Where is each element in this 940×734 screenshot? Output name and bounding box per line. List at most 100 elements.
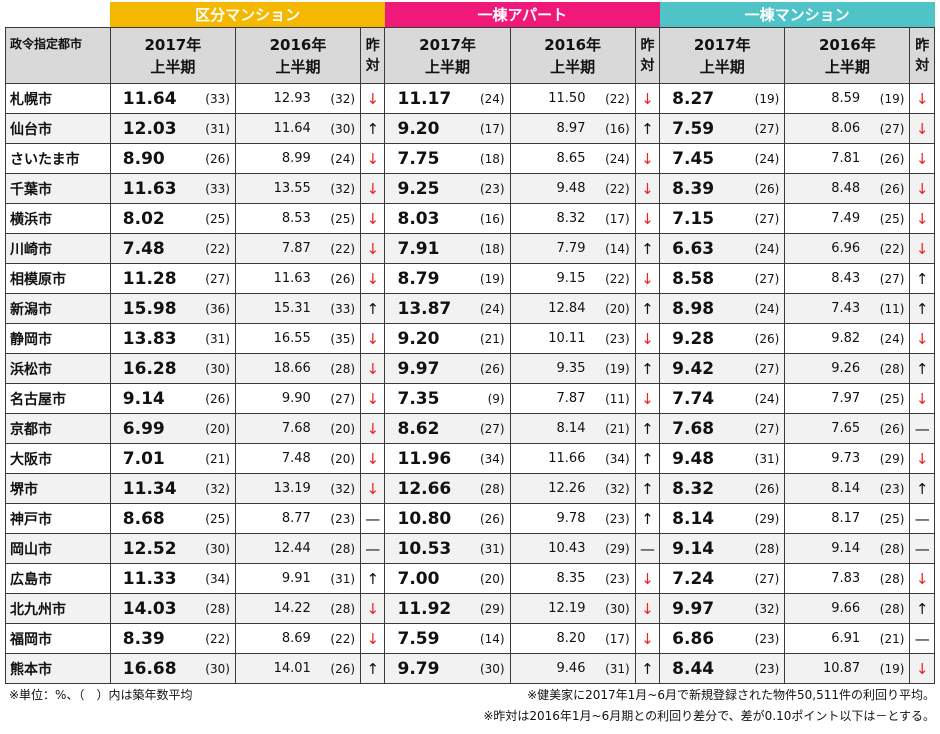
yoy-indicator: ↓ bbox=[634, 563, 661, 594]
city-name: 千葉市 bbox=[5, 173, 111, 204]
yoy-indicator: ↓ bbox=[909, 383, 935, 414]
yoy-indicator: ↓ bbox=[634, 623, 661, 654]
yield-2016: 9.35 bbox=[509, 353, 590, 384]
yield-2016: 7.81 bbox=[784, 143, 865, 174]
yield-2017: 9.42 bbox=[659, 353, 736, 384]
yield-2016: 9.73 bbox=[784, 443, 865, 474]
yoy-indicator: — bbox=[634, 533, 661, 564]
yield-2016: 12.84 bbox=[509, 293, 590, 324]
city-name: 神戸市 bbox=[5, 503, 111, 534]
yield-2017: 8.44 bbox=[659, 653, 736, 684]
yield-2016: 7.97 bbox=[784, 383, 865, 414]
city-name: 堺市 bbox=[5, 473, 111, 504]
age-2017: (23) bbox=[735, 653, 786, 684]
yoy-indicator: ↑ bbox=[634, 473, 661, 504]
yield-2017: 7.15 bbox=[659, 203, 736, 234]
yield-2017: 9.48 bbox=[659, 443, 736, 474]
table-row: 浜松市 16.28 (30) 18.66 (28) ↓ 9.97 (26) 9.35 (19) ↑ 9… bbox=[5, 353, 935, 384]
age-2017: (26) bbox=[461, 503, 511, 534]
yoy-indicator: ↓ bbox=[634, 263, 661, 294]
table-row: 横浜市 8.02 (25) 8.53 (25) ↓ 8.03 (16) 8.32 (17) ↓ 7.1… bbox=[5, 203, 935, 234]
header-half: 上半期 bbox=[699, 57, 745, 76]
header-yoy-bottom: 対 bbox=[915, 57, 930, 74]
age-2017: (20) bbox=[186, 413, 236, 444]
footnotes: ※単位：%、（ ）内は築年数平均 ※健美家に2017年1月~6月で新規登録された… bbox=[5, 686, 935, 728]
yield-2016: 8.77 bbox=[234, 503, 315, 534]
yoy-indicator: ↑ bbox=[634, 443, 661, 474]
age-2016: (33) bbox=[314, 293, 362, 324]
age-2016: (22) bbox=[864, 233, 911, 264]
header-year: 2016年 bbox=[544, 35, 602, 54]
note-yoy: ※昨対は2016年1月~6月期との利回り差分で、差が0.10ポイント以下は－とす… bbox=[483, 709, 935, 723]
age-2017: (18) bbox=[461, 143, 511, 174]
city-name: 浜松市 bbox=[5, 353, 111, 384]
age-2017: (26) bbox=[461, 353, 511, 384]
table-row: 北九州市 14.03 (28) 14.22 (28) ↓ 11.92 (29) 12.19 (30… bbox=[5, 593, 935, 624]
yield-2016: 7.65 bbox=[784, 413, 865, 444]
header-half: 上半期 bbox=[150, 57, 196, 76]
age-2016: (31) bbox=[314, 563, 362, 594]
yoy-indicator: ↓ bbox=[360, 233, 386, 264]
yoy-indicator: ↓ bbox=[360, 173, 386, 204]
group-ittou-mansion: 一棟マンション bbox=[659, 2, 935, 28]
yield-2016: 8.99 bbox=[234, 143, 315, 174]
header-year: 2016年 bbox=[269, 35, 327, 54]
city-name: 川崎市 bbox=[5, 233, 111, 264]
age-2016: (17) bbox=[589, 203, 636, 234]
yield-2016: 14.22 bbox=[234, 593, 315, 624]
header-2017-mansion: 2017年上半期 bbox=[659, 27, 786, 84]
yoy-indicator: ↑ bbox=[634, 413, 661, 444]
yoy-indicator: ↑ bbox=[634, 653, 661, 684]
header-yoy-bottom: 対 bbox=[640, 57, 655, 74]
age-2017: (21) bbox=[186, 443, 236, 474]
yield-2017: 16.68 bbox=[109, 653, 187, 684]
group-ittou-apart: 一棟アパート bbox=[384, 2, 660, 28]
yoy-indicator: ↓ bbox=[634, 593, 661, 624]
header-half: 上半期 bbox=[275, 57, 321, 76]
age-2016: (28) bbox=[864, 353, 911, 384]
age-2016: (23) bbox=[589, 563, 636, 594]
age-2017: (24) bbox=[461, 83, 511, 114]
header-year: 2017年 bbox=[419, 35, 476, 54]
yoy-indicator: ↓ bbox=[360, 323, 386, 354]
yield-2017: 9.14 bbox=[659, 533, 736, 564]
age-2017: (30) bbox=[186, 653, 236, 684]
yield-2016: 7.87 bbox=[509, 383, 590, 414]
age-2016: (24) bbox=[589, 143, 636, 174]
yoy-indicator: ↓ bbox=[909, 143, 935, 174]
yield-2016: 8.48 bbox=[784, 173, 865, 204]
age-2017: (28) bbox=[186, 593, 236, 624]
age-2017: (14) bbox=[461, 623, 511, 654]
yield-2016: 8.35 bbox=[509, 563, 590, 594]
header-year: 2016年 bbox=[818, 35, 876, 54]
yield-2017: 6.63 bbox=[659, 233, 736, 264]
yield-2016: 11.64 bbox=[234, 113, 315, 144]
age-2017: (26) bbox=[735, 473, 786, 504]
yoy-indicator: ↑ bbox=[360, 653, 386, 684]
age-2016: (23) bbox=[314, 503, 362, 534]
table-row: 名古屋市 9.14 (26) 9.90 (27) ↓ 7.35 (9) 7.87 (11) ↓ 7.7… bbox=[5, 383, 935, 414]
yield-2016: 15.31 bbox=[234, 293, 315, 324]
age-2017: (27) bbox=[735, 563, 786, 594]
yield-2016: 11.50 bbox=[509, 83, 590, 114]
yield-2017: 8.98 bbox=[659, 293, 736, 324]
age-2017: (23) bbox=[461, 173, 511, 204]
age-2016: (17) bbox=[589, 623, 636, 654]
yield-2017: 8.90 bbox=[109, 143, 187, 174]
table-row: 川崎市 7.48 (22) 7.87 (22) ↓ 7.91 (18) 7.79 (14) ↑ 6.6… bbox=[5, 233, 935, 264]
yoy-indicator: ↑ bbox=[360, 113, 386, 144]
age-2016: (19) bbox=[589, 353, 636, 384]
yoy-indicator: ↓ bbox=[909, 173, 935, 204]
note-unit: ※単位：%、（ ）内は築年数平均 bbox=[9, 688, 193, 702]
header-year: 2017年 bbox=[693, 35, 751, 54]
yield-2016: 9.78 bbox=[509, 503, 590, 534]
age-2016: (30) bbox=[314, 113, 362, 144]
age-2017: (24) bbox=[461, 293, 511, 324]
age-2017: (27) bbox=[735, 203, 786, 234]
yield-table-container: 区分マンション 一棟アパート 一棟マンション 政令指定都市 2017年 上半期 20… bbox=[5, 2, 935, 728]
yield-2016: 10.43 bbox=[509, 533, 590, 564]
yield-2017: 9.20 bbox=[384, 113, 462, 144]
yoy-indicator: ↓ bbox=[360, 143, 386, 174]
age-2016: (20) bbox=[314, 413, 362, 444]
yield-2017: 7.68 bbox=[659, 413, 736, 444]
